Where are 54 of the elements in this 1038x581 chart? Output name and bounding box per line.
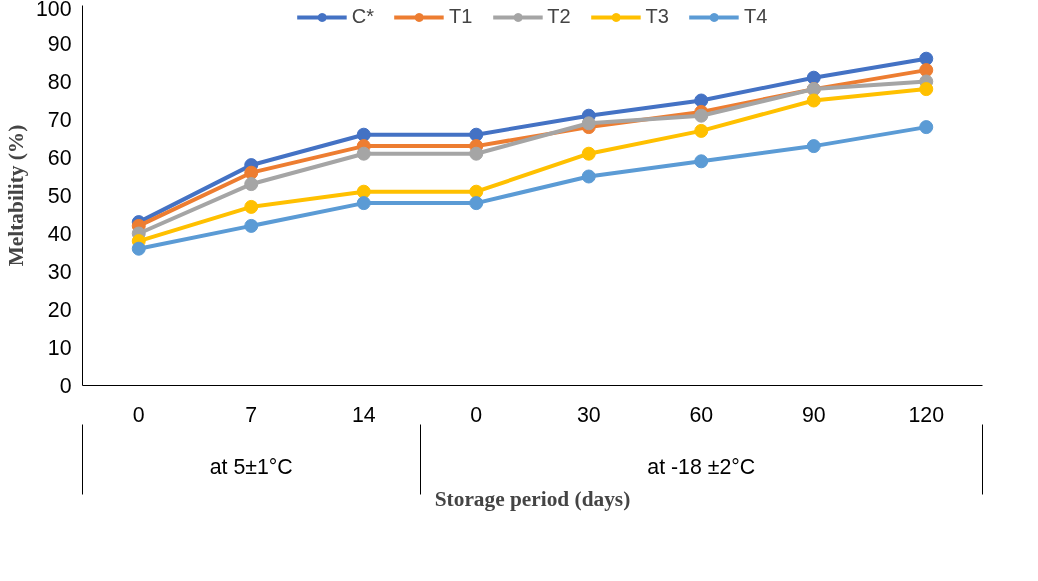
y-axis-title: Meltability (%) (3, 124, 28, 267)
legend-label: T2 (547, 5, 571, 28)
legend-label: T4 (743, 5, 768, 28)
x-tick-label: 60 (689, 402, 714, 427)
y-tick-label: 80 (47, 70, 72, 94)
point (581, 116, 596, 131)
y-tick-label: 60 (47, 146, 72, 170)
y-tick-label: 20 (47, 298, 72, 322)
x-tick-label: 120 (908, 402, 945, 427)
point (356, 184, 371, 199)
x-axis-title: Storage period (days) (434, 486, 631, 511)
point (469, 184, 484, 199)
point (131, 241, 146, 256)
point (244, 218, 259, 233)
point (244, 177, 259, 192)
y-tick-label: 90 (47, 32, 72, 56)
y-tick-label: 100 (35, 0, 72, 21)
point (694, 123, 709, 138)
y-tick-label: 50 (47, 184, 72, 208)
text: at -18 ±2°C (647, 454, 756, 479)
y-tick-label: 10 (47, 336, 72, 360)
point (244, 165, 259, 180)
point (919, 82, 934, 97)
point (469, 146, 484, 161)
y-tick-label: 30 (47, 260, 72, 284)
point (694, 93, 709, 108)
point (919, 51, 934, 66)
x-tick-label: 7 (245, 402, 258, 427)
point (806, 139, 821, 154)
point (694, 154, 709, 169)
x-tick-label: 14 (351, 402, 376, 427)
legend-label: T1 (448, 5, 473, 28)
point (694, 108, 709, 123)
y-tick-label: 70 (47, 108, 72, 132)
point (469, 127, 484, 142)
point (356, 146, 371, 161)
legend-label: T3 (645, 5, 669, 28)
x-tick-label: 30 (576, 402, 601, 427)
x-tick-label: 0 (470, 402, 483, 427)
point (919, 120, 934, 135)
point (244, 199, 259, 214)
y-tick-label: 40 (47, 222, 72, 246)
point (581, 169, 596, 184)
x-tick-label: 0 (132, 402, 145, 427)
point (356, 127, 371, 142)
y-tick-label: 0 (59, 374, 72, 398)
x-tick-label: 90 (801, 402, 826, 427)
text: at 5±1°C (209, 454, 293, 479)
point (806, 93, 821, 108)
point (581, 146, 596, 161)
legend-label: C* (351, 5, 374, 28)
point (806, 70, 821, 85)
point (469, 196, 484, 211)
point (356, 196, 371, 211)
